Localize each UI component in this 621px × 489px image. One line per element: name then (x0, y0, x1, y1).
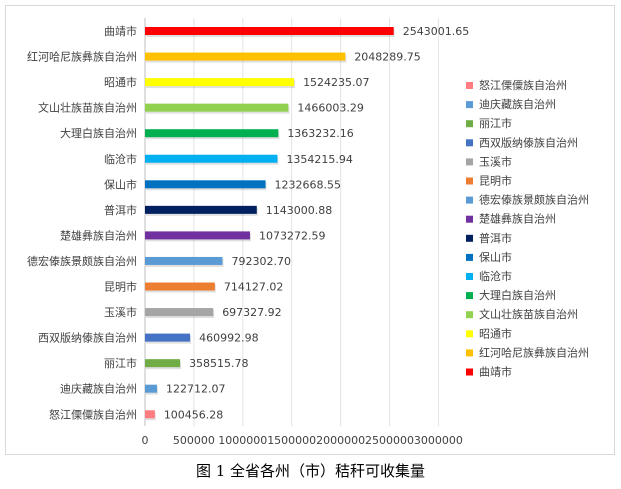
legend-label: 曲靖市 (479, 365, 512, 379)
x-tick-label: 1000000 (218, 434, 267, 447)
legend-swatch (466, 273, 473, 280)
category-label: 德宏傣族景颇族自治州 (27, 254, 137, 268)
bar (145, 308, 214, 317)
x-tick-label: 2500000 (365, 434, 414, 447)
bar (145, 78, 295, 87)
category-label: 普洱市 (104, 203, 137, 217)
category-label: 大理白族自治州 (60, 126, 137, 140)
bar (145, 103, 289, 112)
legend-label: 楚雄彝族自治州 (479, 212, 556, 226)
category-label: 临沧市 (104, 152, 137, 166)
legend-swatch (466, 177, 473, 185)
category-label: 西双版纳傣族自治州 (38, 331, 137, 345)
legend-label: 西双版纳傣族自治州 (479, 135, 578, 149)
bar (145, 359, 181, 368)
value-label: 122712.07 (166, 383, 226, 396)
legend-swatch (466, 349, 473, 357)
value-label: 460992.98 (199, 332, 259, 345)
legend-label: 保山市 (479, 250, 512, 264)
legend-label: 玉溪市 (479, 154, 512, 168)
legend-label: 临沧市 (479, 269, 512, 283)
category-label: 楚雄彝族自治州 (60, 228, 137, 242)
bar (145, 256, 223, 265)
category-label: 丽江市 (104, 356, 137, 370)
legend-label: 德宏傣族景颇族自治州 (479, 193, 589, 207)
legend-swatch (466, 330, 473, 338)
figure-caption: 图 1 全省各州（市）秸秆可收集量 (195, 462, 426, 480)
bar (145, 27, 394, 35)
category-label: 玉溪市 (104, 305, 137, 319)
category-label: 保山市 (104, 177, 137, 191)
value-label: 1524235.07 (303, 76, 369, 89)
value-label: 697327.92 (222, 306, 282, 319)
category-label: 迪庆藏族自治州 (60, 382, 137, 396)
legend-swatch (466, 120, 473, 128)
legend-label: 大理白族自治州 (479, 288, 556, 302)
value-label: 100456.28 (164, 408, 224, 421)
bar (145, 410, 155, 419)
x-tick-label: 3000000 (414, 434, 463, 447)
bar (145, 333, 191, 342)
legend-label: 昆明市 (479, 174, 512, 188)
legend-swatch (466, 292, 473, 300)
value-label: 1466003.29 (297, 102, 363, 115)
bar (145, 205, 257, 214)
legend-swatch (466, 215, 473, 223)
bar (145, 180, 266, 189)
bar-chart: 0 500000 1000000 1500000 2000000 2500000 30000… (27, 18, 589, 447)
legend-label: 普洱市 (479, 231, 512, 245)
value-label: 1143000.88 (266, 204, 332, 217)
value-label: 358515.78 (189, 357, 249, 370)
x-tick-label: 2000000 (316, 434, 365, 447)
bar (145, 282, 215, 291)
bar (145, 154, 278, 163)
value-label: 1232668.55 (275, 178, 341, 191)
bar (145, 231, 250, 240)
category-label: 昆明市 (104, 280, 137, 294)
legend-label: 迪庆藏族自治州 (479, 97, 556, 111)
legend-label: 昭通市 (479, 326, 512, 340)
legend-swatch (466, 139, 473, 147)
value-label: 714127.02 (224, 281, 283, 294)
bar (145, 52, 346, 61)
category-label: 曲靖市 (104, 24, 137, 38)
category-label: 红河哈尼族彝族自治州 (27, 50, 137, 64)
legend-swatch (466, 234, 473, 242)
value-label: 1354215.94 (286, 153, 352, 166)
legend-swatch (466, 82, 473, 89)
category-label: 怒江傈僳族自治州 (49, 407, 137, 421)
legend-swatch (466, 253, 473, 261)
value-label: 2543001.65 (403, 25, 469, 38)
bar (145, 129, 279, 138)
legend-swatch (466, 101, 473, 109)
category-label: 昭通市 (104, 75, 137, 89)
legend-label: 怒江傈僳族自治州 (479, 78, 567, 92)
category-label: 文山壮族苗族自治州 (38, 101, 137, 115)
x-tick-label: 1500000 (267, 434, 316, 447)
x-tick-label: 0 (142, 434, 149, 447)
legend-swatch (466, 158, 473, 166)
x-tick-label: 500000 (173, 434, 215, 447)
value-label: 792302.70 (231, 255, 290, 268)
legend-label: 丽江市 (479, 116, 512, 130)
bar (145, 384, 158, 393)
value-label: 2048289.75 (354, 51, 420, 64)
legend-swatch (466, 311, 473, 319)
value-label: 1363232.16 (287, 127, 353, 140)
legend-label: 文山壮族苗族自治州 (479, 307, 578, 321)
legend-swatch (466, 196, 473, 204)
chart-frame (5, 5, 615, 455)
value-label: 1073272.59 (259, 229, 325, 242)
legend-swatch (466, 368, 473, 376)
legend-label: 红河哈尼族彝族自治州 (479, 345, 589, 359)
